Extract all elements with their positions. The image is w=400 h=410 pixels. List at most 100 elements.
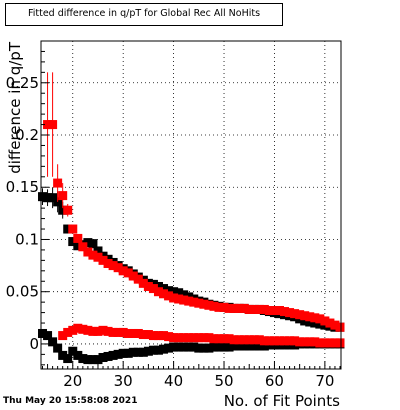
data-point — [335, 322, 345, 332]
data-point — [159, 331, 169, 341]
data-point — [128, 347, 138, 357]
data-point — [264, 336, 274, 346]
data-point — [153, 281, 163, 291]
data-point — [58, 205, 68, 215]
data-point — [68, 346, 78, 356]
y-tick-label: 0 — [29, 335, 39, 353]
data-point — [330, 320, 340, 330]
data-point — [78, 354, 88, 364]
data-point — [234, 303, 244, 313]
data-point — [88, 355, 98, 365]
data-point — [128, 328, 138, 338]
x-tick-label: 40 — [164, 372, 183, 390]
data-point — [335, 338, 345, 348]
data-point — [204, 300, 214, 310]
y-tick-label: 0.1 — [15, 230, 39, 248]
data-point — [159, 284, 169, 294]
data-point — [300, 311, 310, 321]
data-point — [234, 341, 244, 351]
data-point — [88, 326, 98, 336]
data-point — [138, 347, 148, 357]
data-point — [78, 324, 88, 334]
data-point — [224, 334, 234, 344]
data-point — [269, 306, 279, 316]
data-point — [194, 343, 204, 353]
data-point — [209, 301, 219, 311]
y-tick-label: 0.25 — [6, 74, 39, 92]
data-point — [48, 120, 58, 130]
data-point — [68, 224, 78, 234]
data-point — [189, 297, 199, 307]
data-point — [249, 335, 259, 345]
data-point — [189, 333, 199, 343]
data-point — [234, 335, 244, 345]
chart-title: Fitted difference in q/pT for Global Rec… — [27, 8, 261, 19]
data-point — [63, 354, 73, 364]
data-point — [143, 346, 153, 356]
data-point — [98, 353, 108, 363]
data-point — [239, 303, 249, 313]
data-point — [133, 328, 143, 338]
x-tick-label: 70 — [315, 372, 334, 390]
data-point — [219, 302, 229, 312]
data-point — [138, 278, 148, 288]
x-axis-label: No. of Fit Points — [224, 392, 340, 410]
data-point — [164, 343, 174, 353]
data-point — [43, 193, 53, 203]
data-point — [153, 331, 163, 341]
data-point — [310, 313, 320, 323]
data-point — [320, 338, 330, 348]
data-point — [58, 191, 68, 201]
data-point — [315, 314, 325, 324]
data-point — [305, 312, 315, 322]
y-axis-label: difference in q/pT — [6, 41, 24, 174]
data-point — [219, 334, 229, 344]
data-point — [133, 347, 143, 357]
data-point — [118, 266, 128, 276]
data-point — [179, 290, 189, 300]
data-point — [48, 193, 58, 203]
data-point — [98, 255, 108, 265]
data-point — [264, 306, 274, 316]
data-point — [239, 341, 249, 351]
data-point — [43, 120, 53, 130]
data-point — [73, 323, 83, 333]
data-point — [128, 271, 138, 281]
series-4 — [58, 323, 345, 348]
grid-lines — [41, 41, 341, 369]
data-point — [78, 242, 88, 252]
x-tick-label: 30 — [114, 372, 133, 390]
data-point — [204, 343, 214, 353]
data-point — [305, 337, 315, 347]
x-tick-label: 20 — [63, 372, 82, 390]
data-point — [93, 355, 103, 365]
data-point — [58, 350, 68, 360]
data-point — [315, 338, 325, 348]
data-point — [123, 268, 133, 278]
data-point — [98, 325, 108, 335]
data-point — [249, 304, 259, 314]
timestamp: Thu May 20 15:58:08 2021 — [3, 396, 138, 406]
data-point — [254, 341, 264, 351]
data-point — [43, 331, 53, 341]
data-point — [108, 261, 118, 271]
data-point — [274, 306, 284, 316]
data-point — [290, 336, 300, 346]
data-point — [229, 335, 239, 345]
data-point — [219, 342, 229, 352]
data-point — [118, 327, 128, 337]
data-point — [300, 337, 310, 347]
data-point — [174, 333, 184, 343]
x-tick-label: 50 — [214, 372, 233, 390]
data-point — [259, 341, 269, 351]
data-point — [93, 252, 103, 262]
data-point — [103, 351, 113, 361]
data-point — [189, 342, 199, 352]
data-point — [199, 333, 209, 343]
data-point — [254, 335, 264, 345]
data-point — [73, 241, 83, 251]
data-point — [143, 281, 153, 291]
data-point — [123, 348, 133, 358]
data-point — [310, 318, 320, 328]
data-point — [169, 287, 179, 297]
